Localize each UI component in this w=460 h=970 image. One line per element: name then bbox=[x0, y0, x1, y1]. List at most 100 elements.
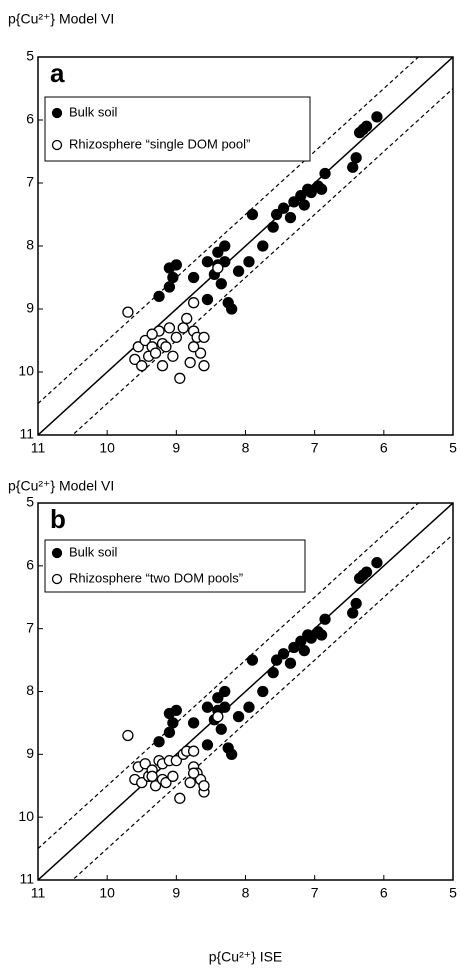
data-point bbox=[347, 161, 359, 173]
data-point bbox=[170, 331, 182, 344]
reference-line bbox=[38, 503, 420, 850]
data-point bbox=[139, 758, 151, 770]
data-point bbox=[284, 657, 297, 669]
legend-marker bbox=[51, 139, 63, 151]
data-point bbox=[163, 707, 176, 720]
data-point bbox=[319, 613, 331, 625]
data-point bbox=[212, 710, 224, 723]
x-tick-label: 10 bbox=[99, 440, 115, 456]
x-tick-label: 10 bbox=[99, 885, 115, 901]
data-point bbox=[302, 183, 314, 195]
data-point bbox=[246, 654, 259, 666]
data-point bbox=[201, 256, 214, 268]
data-point bbox=[353, 572, 366, 585]
data-point bbox=[139, 334, 151, 347]
legend-label: Rhizosphere “single DOM pool” bbox=[69, 136, 250, 151]
data-point bbox=[312, 180, 324, 192]
x-tick-label: 11 bbox=[31, 885, 46, 901]
data-point bbox=[267, 221, 279, 233]
data-point bbox=[243, 256, 255, 268]
data-point bbox=[353, 126, 366, 139]
data-point bbox=[187, 297, 200, 309]
data-point bbox=[215, 723, 227, 735]
data-point bbox=[371, 557, 383, 569]
data-point bbox=[219, 240, 231, 252]
data-point bbox=[163, 281, 176, 293]
data-point bbox=[174, 372, 186, 384]
y-tick-label: 7 bbox=[26, 619, 34, 635]
plot-area bbox=[38, 503, 453, 880]
data-point bbox=[187, 271, 200, 284]
data-point bbox=[187, 717, 200, 729]
data-point bbox=[163, 322, 176, 334]
data-point bbox=[298, 199, 310, 211]
data-point bbox=[212, 246, 224, 258]
legend-label: Rhizosphere “two DOM pools” bbox=[69, 570, 243, 585]
data-point bbox=[288, 196, 300, 208]
data-point bbox=[267, 667, 279, 679]
reference-line bbox=[38, 57, 453, 435]
data-point bbox=[153, 736, 165, 748]
data-point bbox=[167, 717, 179, 729]
y-tick-label: 5 bbox=[26, 48, 34, 64]
y-tick-label: 11 bbox=[19, 426, 34, 442]
x-tick-label: 7 bbox=[311, 885, 319, 901]
panel-label: b bbox=[50, 504, 66, 534]
y-tick-label: 11 bbox=[19, 871, 34, 887]
data-point bbox=[194, 347, 207, 359]
panel-label: a bbox=[50, 58, 65, 88]
data-point bbox=[187, 745, 200, 757]
data-point bbox=[319, 167, 331, 180]
data-point bbox=[215, 278, 227, 290]
reference-line bbox=[38, 503, 453, 880]
data-point bbox=[257, 685, 269, 698]
data-point bbox=[212, 692, 224, 704]
data-point bbox=[156, 360, 169, 372]
data-point bbox=[201, 739, 214, 751]
data-point bbox=[153, 290, 165, 303]
data-point bbox=[284, 211, 297, 224]
data-point bbox=[187, 341, 200, 353]
y-tick-label: 10 bbox=[18, 363, 34, 379]
reference-line bbox=[71, 88, 453, 435]
legend-marker bbox=[51, 547, 63, 559]
data-point bbox=[347, 607, 359, 619]
x-tick-label: 8 bbox=[242, 440, 250, 456]
y-axis-title: p{Cu²⁺} Model VI bbox=[8, 478, 114, 494]
legend-marker bbox=[51, 573, 63, 585]
data-point bbox=[136, 776, 148, 789]
data-point bbox=[198, 360, 210, 372]
y-tick-label: 10 bbox=[18, 808, 34, 824]
data-point bbox=[232, 265, 245, 277]
data-point bbox=[295, 635, 307, 647]
data-point bbox=[136, 360, 148, 372]
x-tick-label: 8 bbox=[242, 885, 250, 901]
data-point bbox=[371, 111, 383, 123]
y-tick-label: 8 bbox=[26, 682, 34, 698]
data-point bbox=[122, 729, 134, 742]
data-point bbox=[167, 350, 179, 362]
data-point bbox=[270, 208, 283, 221]
data-point bbox=[219, 685, 231, 698]
x-tick-label: 7 bbox=[311, 440, 319, 456]
y-tick-label: 6 bbox=[26, 557, 34, 573]
y-tick-label: 8 bbox=[26, 237, 34, 253]
data-point bbox=[146, 770, 158, 782]
y-tick-label: 5 bbox=[26, 494, 34, 510]
x-tick-label: 5 bbox=[449, 885, 457, 901]
legend-label: Bulk soil bbox=[69, 104, 118, 119]
data-point bbox=[163, 726, 176, 738]
data-point bbox=[146, 328, 158, 340]
y-tick-label: 7 bbox=[26, 174, 34, 190]
data-point bbox=[302, 629, 314, 641]
legend-label: Bulk soil bbox=[69, 544, 118, 559]
data-point bbox=[246, 208, 259, 221]
data-point bbox=[167, 770, 179, 782]
data-point bbox=[198, 780, 210, 792]
data-point bbox=[295, 189, 307, 202]
x-tick-label: 6 bbox=[380, 440, 388, 456]
legend-box bbox=[44, 539, 306, 593]
data-point bbox=[198, 331, 210, 344]
data-point bbox=[170, 754, 182, 767]
